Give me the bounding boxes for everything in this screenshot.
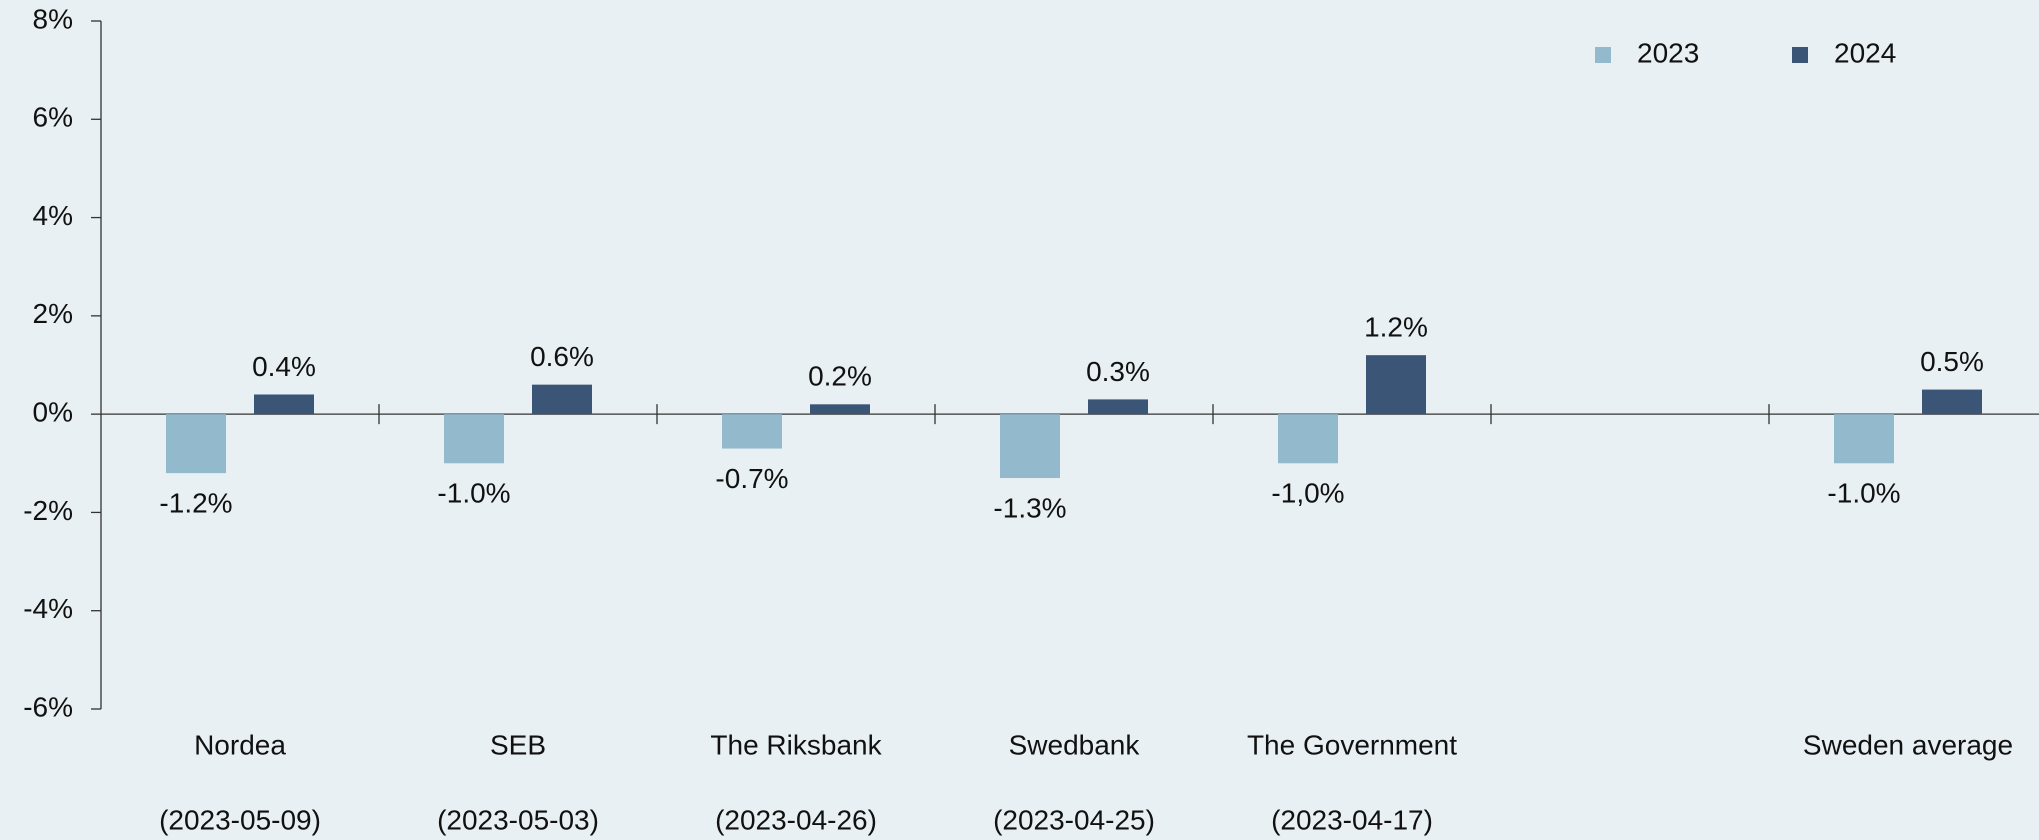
bar xyxy=(444,414,504,464)
y-tick-label: 8% xyxy=(33,3,73,34)
bar xyxy=(722,414,782,449)
x-tick-label: Swedbank xyxy=(1009,729,1141,760)
x-tick-label: Sweden average xyxy=(1803,729,2013,760)
value-label: -1.2% xyxy=(159,488,232,519)
value-label: -1.0% xyxy=(1827,478,1900,509)
y-tick-label: -4% xyxy=(23,593,73,624)
bar xyxy=(1922,389,1982,415)
x-tick-label: The Government xyxy=(1247,729,1457,760)
bar xyxy=(1278,414,1338,464)
y-tick-label: 0% xyxy=(33,397,73,428)
x-tick-label: Nordea xyxy=(194,729,286,760)
value-label: -1.3% xyxy=(993,492,1066,523)
value-label: 0.4% xyxy=(252,351,316,382)
value-label: 0.2% xyxy=(808,361,872,392)
y-tick-label: -6% xyxy=(23,691,73,722)
bar xyxy=(254,394,314,415)
value-label: -0.7% xyxy=(715,463,788,494)
y-tick-label: -2% xyxy=(23,495,73,526)
value-label: 0.5% xyxy=(1920,346,1984,377)
x-tick-date: (2023-05-09) xyxy=(159,804,321,835)
bar xyxy=(1088,399,1148,415)
value-label: 0.6% xyxy=(530,341,594,372)
value-label: 1.2% xyxy=(1364,312,1428,343)
y-tick-label: 6% xyxy=(33,102,73,133)
legend-label: 2024 xyxy=(1834,37,1896,68)
y-tick-label: 2% xyxy=(33,298,73,329)
x-tick-label: The Riksbank xyxy=(710,729,882,760)
bar xyxy=(532,384,592,415)
x-tick-label: SEB xyxy=(490,729,546,760)
bar xyxy=(1366,355,1426,415)
value-label: -1.0% xyxy=(437,478,510,509)
bar xyxy=(166,414,226,474)
value-label: -1,0% xyxy=(1271,478,1344,509)
bar xyxy=(810,404,870,415)
legend-swatch xyxy=(1792,47,1808,63)
x-tick-date: (2023-04-26) xyxy=(715,804,877,835)
x-tick-date: (2023-04-25) xyxy=(993,804,1155,835)
bar xyxy=(1834,414,1894,464)
bar xyxy=(1000,414,1060,479)
x-tick-date: (2023-04-17) xyxy=(1271,804,1433,835)
legend-label: 2023 xyxy=(1637,37,1699,68)
y-tick-label: 4% xyxy=(33,200,73,231)
legend-swatch xyxy=(1595,47,1611,63)
value-label: 0.3% xyxy=(1086,356,1150,387)
x-tick-date: (2023-05-03) xyxy=(437,804,599,835)
